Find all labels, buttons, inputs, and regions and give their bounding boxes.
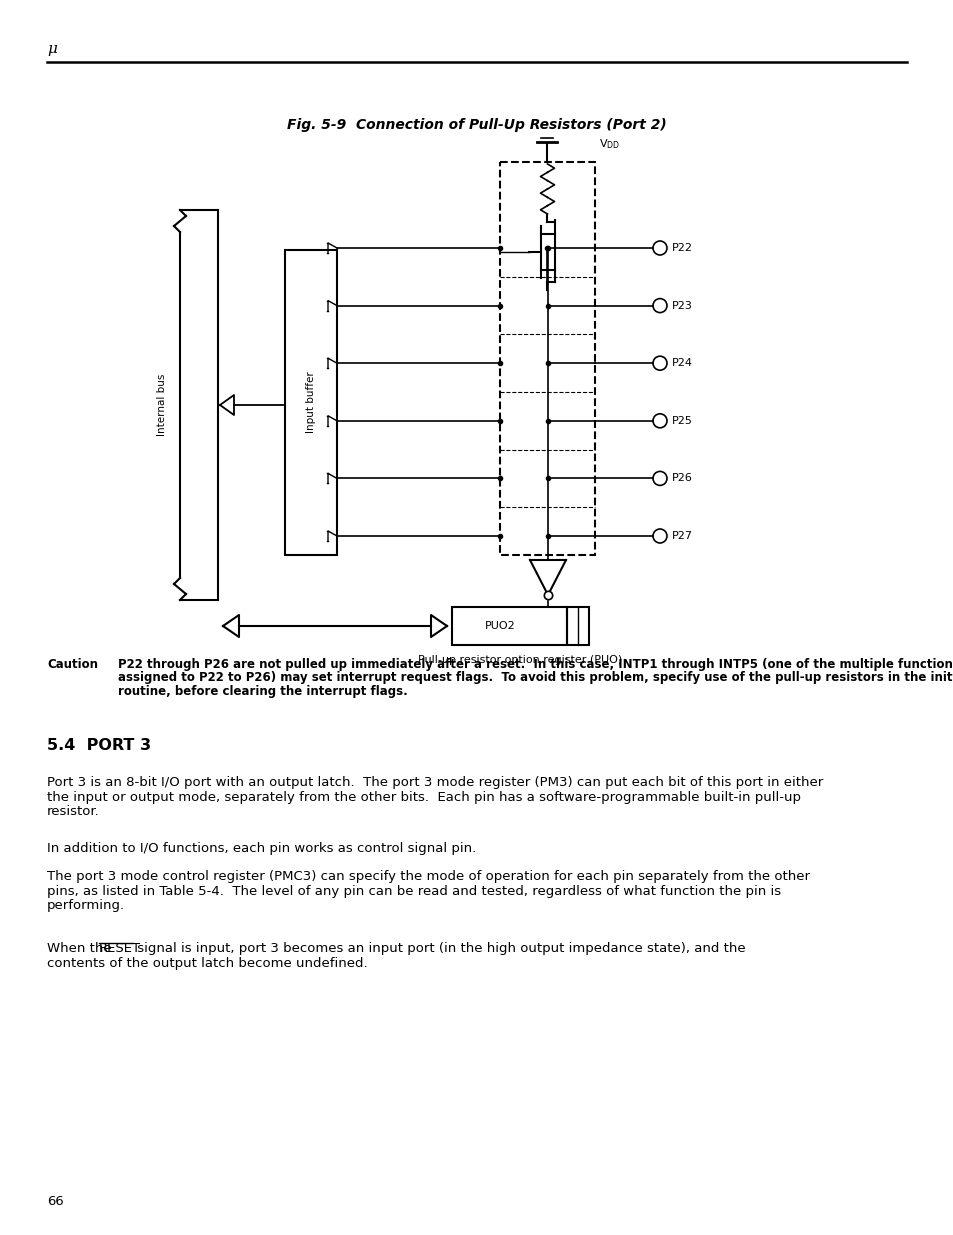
Text: μ: μ <box>47 42 57 56</box>
Text: Input buffer: Input buffer <box>306 372 315 433</box>
Text: P22 through P26 are not pulled up immediately after a reset.  In this case, INTP: P22 through P26 are not pulled up immedi… <box>118 658 953 671</box>
Text: Pull-up resistor option register (PUO): Pull-up resistor option register (PUO) <box>418 655 622 664</box>
Bar <box>285 249 336 555</box>
Text: assigned to P22 to P26) may set interrupt request flags.  To avoid this problem,: assigned to P22 to P26) may set interrup… <box>118 672 953 684</box>
Text: Internal bus: Internal bus <box>157 374 167 436</box>
Text: signal is input, port 3 becomes an input port (in the high output impedance stat: signal is input, port 3 becomes an input… <box>132 942 745 955</box>
Text: performing.: performing. <box>47 899 125 911</box>
Text: Port 3 is an 8-bit I/O port with an output latch.  The port 3 mode register (PM3: Port 3 is an 8-bit I/O port with an outp… <box>47 776 822 789</box>
Text: P22: P22 <box>671 243 692 253</box>
Text: P24: P24 <box>671 358 692 368</box>
Text: When the: When the <box>47 942 115 955</box>
Text: In addition to I/O functions, each pin works as control signal pin.: In addition to I/O functions, each pin w… <box>47 842 476 855</box>
Bar <box>452 606 566 645</box>
Text: routine, before clearing the interrupt flags.: routine, before clearing the interrupt f… <box>118 685 407 698</box>
Text: Caution: Caution <box>47 658 98 671</box>
Text: 5.4  PORT 3: 5.4 PORT 3 <box>47 739 151 753</box>
Text: P26: P26 <box>671 473 692 483</box>
Text: V$_\mathregular{DD}$: V$_\mathregular{DD}$ <box>598 137 619 151</box>
Text: the input or output mode, separately from the other bits.  Each pin has a softwa: the input or output mode, separately fro… <box>47 790 801 804</box>
Text: PUO2: PUO2 <box>484 621 516 631</box>
Text: RESET: RESET <box>99 942 141 955</box>
Text: P27: P27 <box>671 531 692 541</box>
Bar <box>566 606 588 645</box>
Text: P23: P23 <box>671 300 692 310</box>
Text: The port 3 mode control register (PMC3) can specify the mode of operation for ea: The port 3 mode control register (PMC3) … <box>47 869 809 883</box>
Text: 66: 66 <box>47 1195 64 1208</box>
Text: contents of the output latch become undefined.: contents of the output latch become unde… <box>47 956 367 969</box>
Text: Fig. 5-9  Connection of Pull-Up Resistors (Port 2): Fig. 5-9 Connection of Pull-Up Resistors… <box>287 119 666 132</box>
Text: P25: P25 <box>671 416 692 426</box>
Bar <box>499 162 595 555</box>
Text: resistor.: resistor. <box>47 805 100 818</box>
Text: pins, as listed in Table 5-4.  The level of any pin can be read and tested, rega: pins, as listed in Table 5-4. The level … <box>47 884 781 898</box>
